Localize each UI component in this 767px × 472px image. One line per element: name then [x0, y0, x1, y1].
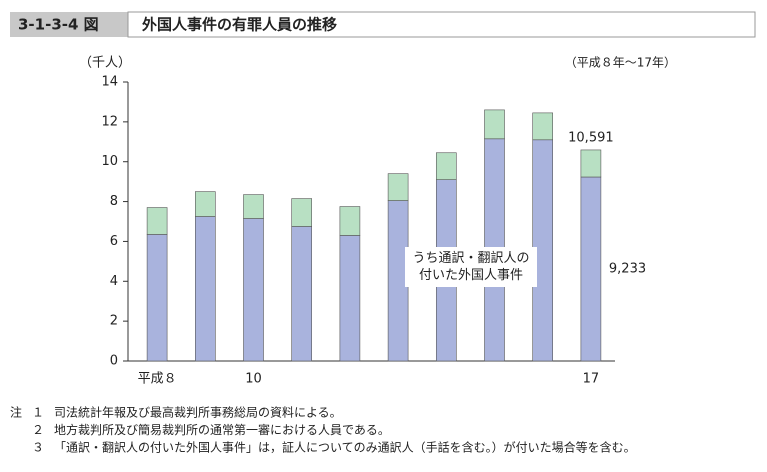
y-tick-label: 6 [110, 234, 118, 249]
header-box [10, 12, 128, 37]
bar-segment [387, 173, 409, 201]
subtitle: （平成８年～17年） [565, 56, 676, 70]
note-number: １ [32, 406, 44, 420]
bar-segment [146, 207, 168, 235]
notes: 注 １ 司法統計年報及び最高裁判所事務総局の資料による。 ２ 地方裁判所及び簡易裁判所の… [10, 405, 636, 455]
total-label: 10,591 [568, 130, 614, 145]
y-tick-label: 14 [101, 75, 118, 90]
note-text: 「通訳・翻訳人の付いた外国人事件」は，証人についてのみ通訳人（手話を含む。）が付… [54, 440, 636, 455]
note-number: ３ [32, 441, 44, 455]
series-annotation: うち通訳・翻訳人の付いた外国人事件 [412, 251, 529, 283]
series-annotation-line: うち通訳・翻訳人の [412, 251, 529, 266]
bar-segment [243, 218, 264, 362]
bar-segment [243, 194, 264, 219]
bar-segment [291, 198, 313, 227]
y-tick-label: 2 [110, 314, 118, 329]
note-number: ２ [32, 423, 44, 437]
y-tick-label: 10 [101, 154, 118, 169]
bar-segment [580, 176, 602, 362]
note-text: 地方裁判所及び簡易裁判所の通常第一審における人員である。 [54, 422, 390, 437]
figure-number: 3-1-3-4 図 [18, 16, 99, 34]
note-text: 司法統計年報及び最高裁判所事務総局の資料による。 [54, 405, 342, 420]
annotation-box [405, 247, 537, 287]
x-tick-label: 平成８ [138, 372, 177, 387]
header-title-box [127, 11, 756, 38]
bar-segment [195, 216, 216, 362]
x-tick-label: 10 [245, 372, 262, 387]
bar-segment [195, 191, 216, 217]
series-annotation-line: 付いた外国人事件 [419, 268, 523, 283]
y-axis-label: （千人） [79, 56, 131, 71]
value-label: 9,233 [609, 261, 646, 276]
chart-title: 外国人事件の有罪人員の推移 [141, 16, 337, 34]
y-tick-label: 12 [101, 114, 118, 129]
notes-label: 注 [10, 405, 22, 420]
bar-segment [580, 149, 602, 178]
y-tick-label: 0 [110, 354, 118, 369]
bar-segment [484, 109, 505, 140]
bar-segment [435, 152, 457, 180]
bar-segment [339, 206, 361, 236]
x-tick-label: 17 [583, 372, 600, 387]
bar-segment [339, 235, 361, 362]
y-tick-label: 8 [110, 194, 118, 209]
y-tick-label: 4 [110, 274, 118, 289]
bar-segment [291, 226, 313, 362]
bar-segment [146, 234, 168, 362]
bar-segment [532, 112, 554, 141]
